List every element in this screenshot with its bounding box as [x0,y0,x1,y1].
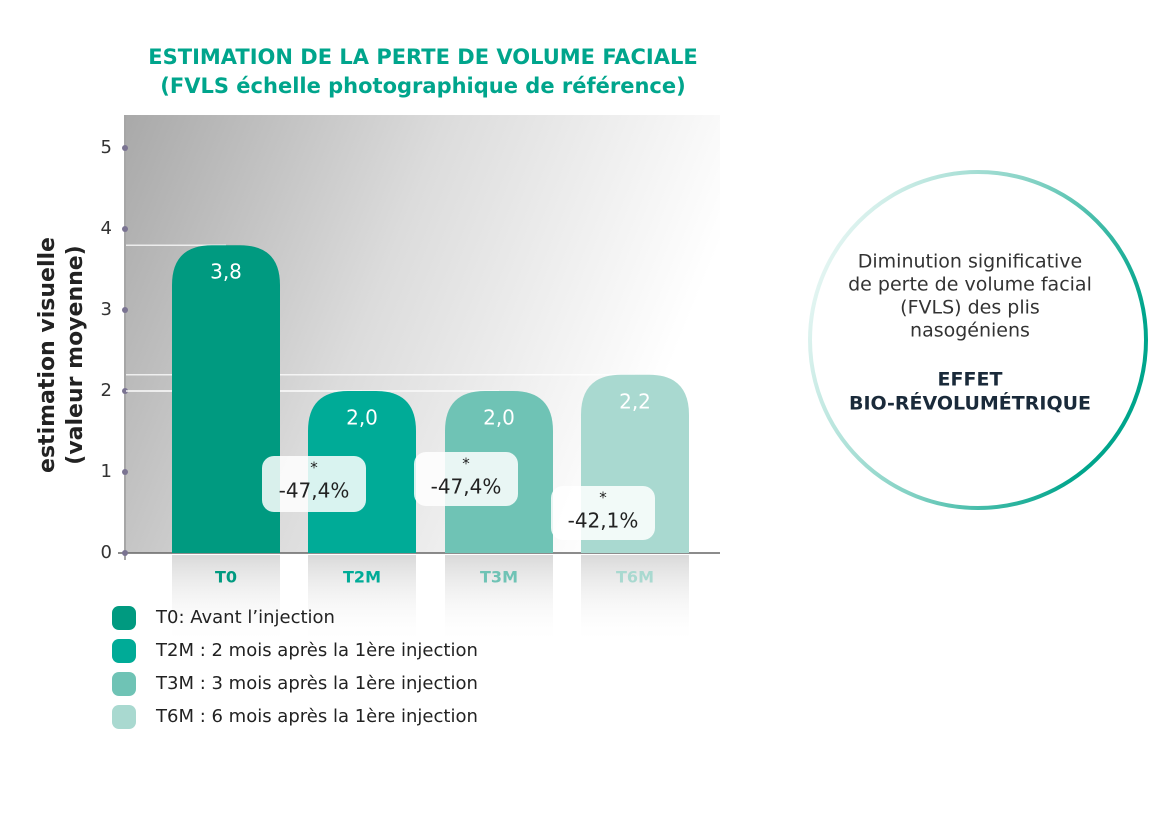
y-tick-label: 4 [101,218,112,239]
annotation-text: -42,1% [568,509,639,533]
tick-dot [122,469,128,475]
chart-title: ESTIMATION DE LA PERTE DE VOLUME FACIALE [148,45,697,69]
reflection [308,555,416,645]
legend-swatch [112,639,136,663]
annotation-mark: * [462,455,470,473]
annotation-text: -47,4% [279,479,350,503]
legend-swatch [112,705,136,729]
bar [172,245,280,553]
y-tick-label: 3 [101,299,112,320]
callout-text: Diminution significative [858,251,1083,273]
callout-headline: EFFET [938,369,1003,391]
x-tick-label: T0 [215,568,237,587]
x-tick-label: T6M [616,568,654,587]
reflection [172,555,280,645]
y-tick-label: 2 [101,380,112,401]
y-axis-title: estimation visuelle (valeur moyenne) [35,237,88,473]
callout-ring [808,170,1148,510]
y-tick-label: 5 [101,137,112,158]
annotation-box [551,486,655,540]
x-tick-label: T3M [480,568,518,587]
callout-text: de perte de volume facial [848,274,1092,296]
value-label: 3,8 [210,260,242,284]
tick-dot [122,226,128,232]
value-label: 2,0 [346,406,378,430]
legend-label: T6M : 6 mois après la 1ère injection [155,706,478,727]
annotation-box [262,456,366,512]
tick-dot [122,307,128,313]
value-label: 2,0 [483,406,515,430]
y-tick-label: 0 [101,542,112,563]
x-tick-label: T2M [343,568,381,587]
value-label: 2,2 [619,389,651,413]
tick-dot [122,388,128,394]
legend-swatch [112,672,136,696]
reflection [581,555,689,645]
y-label: estimation visuelle [35,237,60,473]
chart-subtitle: (FVLS échelle photographique de référenc… [160,74,685,98]
annotation-mark: * [310,459,318,477]
legend-label: T2M : 2 mois après la 1ère injection [155,640,478,661]
legend-swatch [112,606,136,630]
callout-headline: BIO-RÉVOLUMÉTRIQUE [849,392,1091,415]
y-label: (valeur moyenne) [63,245,88,464]
annotation-text: -47,4% [431,475,502,499]
tick-dot [122,550,128,556]
legend-label: T3M : 3 mois après la 1ère injection [155,673,478,694]
annotation-mark: * [599,489,607,507]
annotation-box [414,452,518,506]
legend-label: T0: Avant l’injection [155,607,335,628]
callout-text: (FVLS) des plis [900,297,1040,319]
tick-dot [122,145,128,151]
callout-text: nasogéniens [910,320,1030,342]
y-tick-label: 1 [101,461,112,482]
reflection [445,555,553,645]
